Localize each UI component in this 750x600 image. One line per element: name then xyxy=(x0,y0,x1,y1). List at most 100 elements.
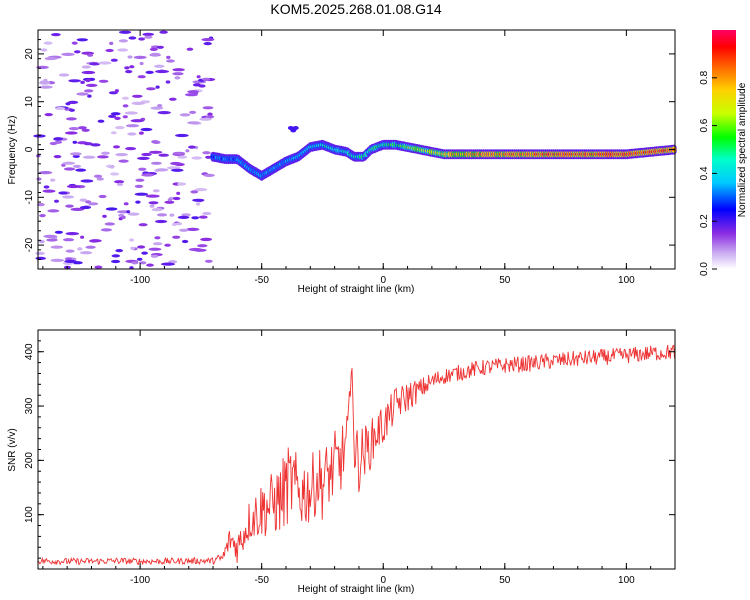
noise-blob xyxy=(193,248,207,252)
noise-blob xyxy=(150,52,161,56)
noise-blob xyxy=(136,257,143,261)
noise-blob xyxy=(114,126,125,130)
colorbar-tick-label: 0.8 xyxy=(699,70,710,84)
noise-blob xyxy=(139,261,147,265)
snr-panel: -100 -50 0 50 100 100 200 300 400 Height of stra… xyxy=(7,329,676,595)
noise-blob xyxy=(188,145,196,149)
y-tick-label: 200 xyxy=(24,452,35,469)
noise-blob xyxy=(152,242,163,246)
noise-blob xyxy=(81,65,91,69)
noise-blob xyxy=(187,90,200,94)
noise-blob xyxy=(148,247,162,251)
noise-blob xyxy=(169,97,177,101)
noise-blob xyxy=(175,133,189,138)
noise-blob xyxy=(151,208,163,212)
noise-blob xyxy=(122,115,128,119)
noise-blob xyxy=(102,214,107,218)
noise-blob xyxy=(39,214,46,218)
noise-blob xyxy=(54,199,59,203)
noise-blob xyxy=(85,83,98,87)
y-tick-label: -20 xyxy=(24,237,35,252)
noise-blob xyxy=(76,38,89,42)
noise-blob xyxy=(72,154,80,158)
colorbar-tick-label: 0.4 xyxy=(699,166,710,180)
noise-blob xyxy=(50,258,65,262)
noise-blob xyxy=(190,190,199,194)
noise-blob xyxy=(158,153,169,157)
noise-blob xyxy=(179,113,191,117)
noise-blob xyxy=(137,245,146,249)
noise-blob xyxy=(74,50,81,54)
noise-blob xyxy=(98,79,109,83)
noise-blob xyxy=(191,156,203,160)
noise-blob xyxy=(201,77,211,81)
noise-blob xyxy=(156,45,164,49)
noise-blob xyxy=(149,150,163,154)
noise-blob xyxy=(137,75,146,79)
noise-blob xyxy=(81,128,90,132)
noise-blob xyxy=(104,222,116,226)
noise-blob xyxy=(185,149,190,153)
noise-blob xyxy=(122,96,129,100)
noise-blob xyxy=(115,153,128,157)
noise-blob xyxy=(142,32,155,37)
noise-blob xyxy=(145,70,154,74)
noise-blob xyxy=(124,66,130,70)
noise-blob xyxy=(40,48,48,52)
noise-blob xyxy=(168,260,178,264)
noise-blob xyxy=(207,112,213,116)
noise-blob xyxy=(127,212,140,216)
noise-region xyxy=(33,30,216,270)
noise-blob xyxy=(172,222,177,226)
noise-blob xyxy=(101,151,110,155)
snr-ticks: -100 -50 0 50 100 100 200 300 400 xyxy=(24,329,676,586)
noise-blob xyxy=(144,35,153,39)
noise-blob xyxy=(98,194,107,199)
noise-blob xyxy=(64,259,77,263)
noise-blob xyxy=(42,189,56,193)
colorbar-scale xyxy=(712,30,736,269)
noise-blob xyxy=(43,185,50,189)
x-tick-label: 50 xyxy=(499,275,511,286)
noise-blob xyxy=(181,239,189,244)
noise-blob xyxy=(72,140,78,144)
noise-blob xyxy=(37,203,45,207)
noise-blob xyxy=(187,121,200,125)
noise-blob xyxy=(150,254,159,258)
noise-blob xyxy=(152,189,160,193)
noise-blob xyxy=(58,73,70,77)
noise-blob xyxy=(134,184,144,188)
noise-blob xyxy=(80,80,85,84)
noise-blob xyxy=(149,47,158,52)
noise-blob xyxy=(151,161,162,165)
noise-blob xyxy=(61,52,75,57)
x-tick-label: 100 xyxy=(618,575,635,586)
track-sidelobe xyxy=(292,126,299,130)
noise-blob xyxy=(166,59,175,63)
noise-blob xyxy=(50,245,64,249)
noise-blob xyxy=(108,114,117,118)
noise-blob xyxy=(105,48,114,53)
noise-blob xyxy=(93,174,103,178)
x-tick-label: 100 xyxy=(618,275,635,286)
noise-blob xyxy=(154,236,161,240)
noise-blob xyxy=(121,215,126,219)
noise-blob xyxy=(85,245,96,249)
noise-blob xyxy=(53,137,64,141)
noise-blob xyxy=(58,191,68,195)
noise-blob xyxy=(205,155,212,159)
noise-blob xyxy=(76,92,89,96)
noise-blob xyxy=(203,42,212,46)
snr-series-line xyxy=(37,344,675,566)
noise-blob xyxy=(111,259,121,264)
noise-blob xyxy=(109,165,115,169)
noise-blob xyxy=(80,251,93,255)
noise-blob xyxy=(117,48,129,52)
noise-blob xyxy=(68,79,81,83)
noise-blob xyxy=(65,257,73,261)
x-tick-label: -100 xyxy=(130,275,150,286)
noise-blob xyxy=(166,55,171,60)
noise-blob xyxy=(134,192,149,196)
noise-blob xyxy=(35,251,45,255)
noise-blob xyxy=(98,61,112,65)
